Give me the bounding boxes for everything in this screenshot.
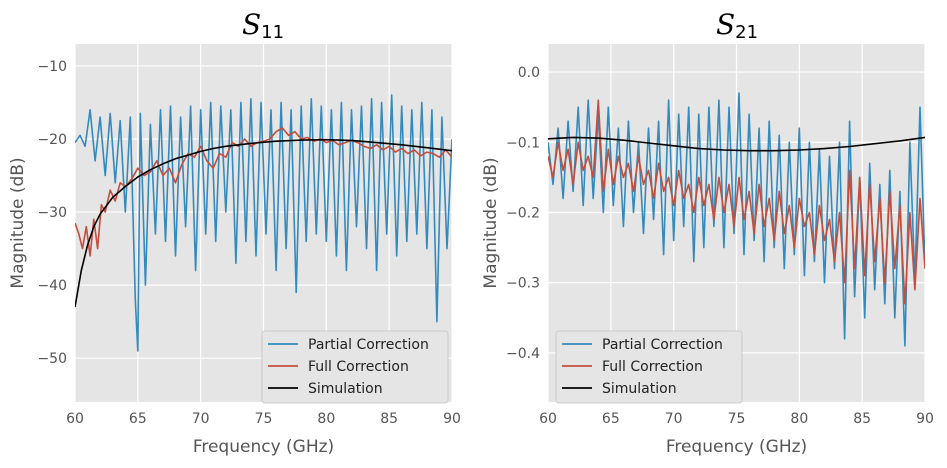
y-tick-label: −0.2	[506, 205, 540, 221]
x-tick-label: 85	[853, 411, 871, 427]
series-line-2	[548, 99, 925, 305]
y-tick-label: −40	[37, 278, 67, 294]
y-tick-label: −50	[37, 351, 67, 367]
x-tick-label: 90	[916, 411, 934, 427]
series-line-3	[75, 138, 452, 308]
x-tick-label: 75	[728, 411, 746, 427]
x-tick-label: 85	[380, 411, 398, 427]
series-line-1	[548, 92, 925, 347]
legend-label: Simulation	[602, 381, 677, 397]
chart-panel-1: 60 65 70 75 80 85 90 −50 −40 −30 −20 −10 Frequency (…	[8, 8, 461, 457]
x-tick-label: 60	[539, 411, 557, 427]
legend-box	[261, 330, 449, 404]
x-tick-label: 90	[443, 411, 461, 427]
chart-panel-2: 60 65 70 75 80 85 90 −0.4 −0.3 −0.2 −0.1 0.0 Frequen…	[481, 8, 934, 457]
y-axis-label: Magnitude (dB)	[8, 157, 28, 288]
legend-label: Partial Correction	[602, 337, 723, 353]
chart-title: S21	[716, 8, 758, 43]
legend-label: Full Correction	[308, 359, 409, 375]
x-tick-label: 80	[790, 411, 808, 427]
legend: Partial Correction Full Correction Simulat…	[261, 330, 449, 404]
y-tick-label: −0.4	[506, 346, 540, 362]
y-tick-label: −10	[37, 59, 67, 75]
x-tick-label: 75	[255, 411, 273, 427]
y-tick-label: 0.0	[518, 65, 540, 81]
legend-label: Simulation	[308, 381, 383, 397]
series-line-3	[548, 136, 925, 152]
chart-title: S11	[242, 8, 284, 43]
legend-box	[555, 330, 743, 404]
x-axis-label: Frequency (GHz)	[193, 437, 334, 457]
y-tick-label: −0.3	[506, 276, 540, 292]
chart-title-subscript: 11	[261, 22, 284, 43]
y-tick-label: −0.1	[506, 135, 540, 151]
x-tick-label: 65	[129, 411, 147, 427]
x-tick-label: 70	[665, 411, 683, 427]
x-tick-label: 80	[317, 411, 335, 427]
x-tick-label: 60	[66, 411, 84, 427]
chart-title-main: S	[716, 8, 735, 41]
series-line-1	[75, 94, 452, 352]
x-tick-label: 65	[602, 411, 620, 427]
x-axis-label: Frequency (GHz)	[666, 437, 807, 457]
chart-title-subscript: 21	[735, 22, 758, 43]
legend-label: Partial Correction	[308, 337, 429, 353]
series-line-2	[75, 127, 452, 257]
y-axis-label: Magnitude (dB)	[481, 157, 501, 288]
y-tick-label: −20	[37, 132, 67, 148]
x-tick-label: 70	[192, 411, 210, 427]
legend-label: Full Correction	[602, 359, 703, 375]
y-tick-label: −30	[37, 205, 67, 221]
chart-title-main: S	[242, 8, 261, 41]
legend: Partial Correction Full Correction Simulat…	[555, 330, 743, 404]
